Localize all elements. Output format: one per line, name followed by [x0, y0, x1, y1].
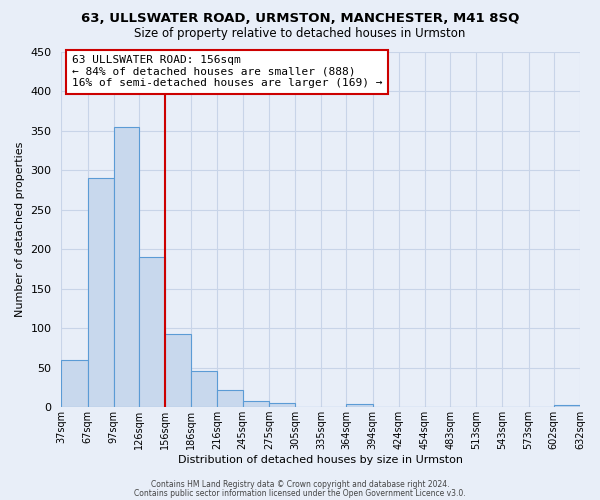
Bar	[165, 334, 191, 407]
Text: Size of property relative to detached houses in Urmston: Size of property relative to detached ho…	[134, 28, 466, 40]
Text: Contains HM Land Registry data © Crown copyright and database right 2024.: Contains HM Land Registry data © Crown c…	[151, 480, 449, 489]
Text: Contains public sector information licensed under the Open Government Licence v3: Contains public sector information licen…	[134, 488, 466, 498]
X-axis label: Distribution of detached houses by size in Urmston: Distribution of detached houses by size …	[178, 455, 463, 465]
Bar	[269, 403, 295, 407]
Text: 63, ULLSWATER ROAD, URMSTON, MANCHESTER, M41 8SQ: 63, ULLSWATER ROAD, URMSTON, MANCHESTER,…	[81, 12, 519, 26]
Bar	[191, 371, 217, 407]
Text: 63 ULLSWATER ROAD: 156sqm
← 84% of detached houses are smaller (888)
16% of semi: 63 ULLSWATER ROAD: 156sqm ← 84% of detac…	[72, 55, 382, 88]
Bar	[113, 126, 139, 407]
Bar	[88, 178, 113, 407]
Bar	[217, 390, 242, 407]
Bar	[346, 404, 373, 407]
Bar	[61, 360, 88, 407]
Bar	[554, 405, 580, 407]
Y-axis label: Number of detached properties: Number of detached properties	[15, 142, 25, 317]
Bar	[242, 401, 269, 407]
Bar	[139, 257, 165, 407]
